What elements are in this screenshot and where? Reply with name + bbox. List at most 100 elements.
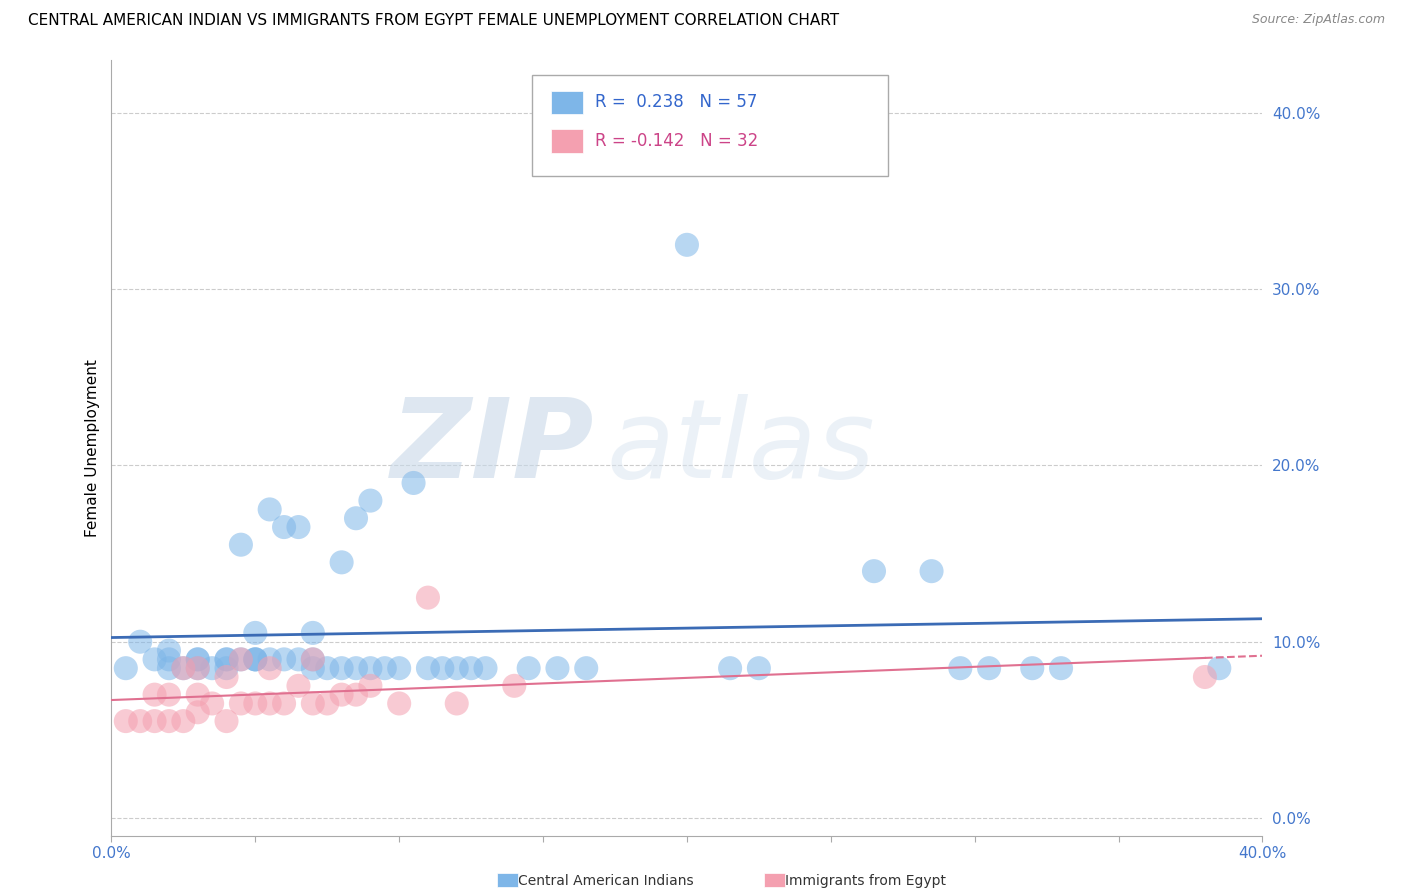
Point (157, 661, 180, 675)
Point (388, 697, 411, 711)
Point (359, 679, 381, 693)
Point (201, 697, 224, 711)
Point (172, 661, 194, 675)
Point (287, 520, 309, 534)
Point (229, 652, 252, 666)
Point (446, 697, 468, 711)
Point (245, 626, 267, 640)
Point (316, 661, 339, 675)
Point (446, 661, 468, 675)
Point (201, 661, 224, 675)
Point (187, 706, 209, 720)
Point (949, 661, 972, 675)
Point (388, 661, 411, 675)
Point (259, 697, 281, 711)
Point (143, 714, 166, 728)
Point (172, 714, 194, 728)
FancyBboxPatch shape (531, 75, 889, 176)
Point (546, 661, 568, 675)
Point (245, 652, 267, 666)
Point (330, 688, 353, 702)
Point (517, 661, 540, 675)
Point (302, 697, 325, 711)
Point (416, 661, 439, 675)
Point (245, 697, 267, 711)
Point (229, 697, 252, 711)
Point (344, 511, 367, 525)
Point (157, 714, 180, 728)
FancyBboxPatch shape (551, 129, 583, 153)
Point (129, 714, 152, 728)
Point (1194, 670, 1216, 684)
Point (977, 661, 1000, 675)
Point (344, 688, 367, 702)
Point (143, 688, 166, 702)
Point (215, 670, 238, 684)
Point (129, 634, 152, 648)
Point (157, 643, 180, 657)
Point (229, 652, 252, 666)
Text: Central American Indians: Central American Indians (519, 874, 693, 888)
Point (187, 688, 209, 702)
Point (1021, 661, 1043, 675)
Point (187, 652, 209, 666)
Point (215, 714, 238, 728)
Point (302, 652, 325, 666)
Text: R =  0.238   N = 57: R = 0.238 N = 57 (595, 94, 758, 112)
Point (432, 661, 454, 675)
Point (330, 661, 353, 675)
Point (474, 661, 496, 675)
Point (287, 679, 309, 693)
Point (921, 564, 943, 578)
Text: Immigrants from Egypt: Immigrants from Egypt (786, 874, 946, 888)
Point (157, 688, 180, 702)
Point (259, 502, 281, 516)
Point (575, 661, 598, 675)
Point (245, 652, 267, 666)
Point (503, 679, 526, 693)
Point (359, 493, 381, 508)
Point (718, 661, 741, 675)
Point (748, 661, 770, 675)
Point (187, 661, 209, 675)
Point (114, 714, 136, 728)
Point (259, 661, 281, 675)
Text: atlas: atlas (606, 394, 875, 501)
Point (402, 475, 425, 490)
Point (215, 661, 238, 675)
Point (172, 661, 194, 675)
Point (215, 652, 238, 666)
Point (1050, 661, 1073, 675)
Point (273, 652, 295, 666)
Text: 40.0%: 40.0% (1239, 847, 1286, 861)
Point (187, 661, 209, 675)
Point (273, 697, 295, 711)
Point (259, 652, 281, 666)
Point (215, 652, 238, 666)
Text: CENTRAL AMERICAN INDIAN VS IMMIGRANTS FROM EGYPT FEMALE UNEMPLOYMENT CORRELATION: CENTRAL AMERICAN INDIAN VS IMMIGRANTS FR… (28, 13, 839, 29)
Point (676, 237, 699, 252)
Point (330, 555, 353, 569)
Point (316, 697, 339, 711)
Point (143, 652, 166, 666)
Point (416, 591, 439, 605)
Text: 0.0%: 0.0% (91, 847, 131, 861)
Point (187, 652, 209, 666)
Point (157, 652, 180, 666)
Point (460, 661, 482, 675)
Point (302, 626, 325, 640)
Text: R = -0.142   N = 32: R = -0.142 N = 32 (595, 132, 758, 150)
Y-axis label: Female Unemployment: Female Unemployment (86, 359, 100, 537)
Point (114, 661, 136, 675)
Point (229, 538, 252, 552)
Point (344, 661, 367, 675)
Point (1208, 661, 1230, 675)
Point (359, 661, 381, 675)
FancyBboxPatch shape (551, 91, 583, 114)
Point (245, 652, 267, 666)
Text: ZIP: ZIP (391, 394, 595, 501)
Point (273, 520, 295, 534)
Text: Source: ZipAtlas.com: Source: ZipAtlas.com (1251, 13, 1385, 27)
Point (863, 564, 886, 578)
Point (302, 661, 325, 675)
